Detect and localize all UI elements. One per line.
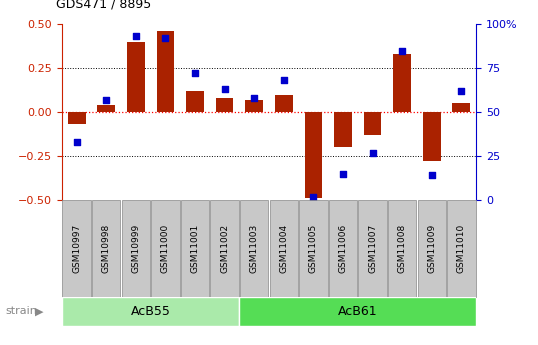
Bar [417, 200, 446, 297]
Text: strain: strain [5, 306, 37, 316]
Bar [358, 200, 387, 297]
Bar [452, 104, 470, 112]
Bar [305, 112, 322, 198]
Bar [299, 200, 328, 297]
Bar [97, 105, 115, 112]
Bar [447, 200, 476, 297]
Point [368, 150, 377, 155]
Bar [68, 112, 86, 125]
Point [102, 97, 110, 102]
Bar [122, 200, 150, 297]
Bar [127, 42, 145, 112]
Point [161, 36, 169, 41]
Bar [62, 200, 91, 297]
Point [309, 194, 317, 199]
Text: GSM10999: GSM10999 [131, 224, 140, 273]
Bar [275, 95, 293, 112]
Point [279, 78, 288, 83]
Bar [334, 112, 352, 147]
Text: GSM11005: GSM11005 [309, 224, 318, 273]
Point [250, 95, 258, 101]
Point [338, 171, 347, 177]
Bar [364, 112, 381, 135]
Text: GSM11010: GSM11010 [457, 224, 466, 273]
Bar [388, 200, 416, 297]
Bar [186, 91, 204, 112]
Text: AcB61: AcB61 [338, 305, 378, 318]
Bar [62, 297, 239, 326]
Text: ▶: ▶ [35, 306, 44, 316]
Bar [270, 200, 298, 297]
Bar [157, 31, 174, 112]
Bar [181, 200, 209, 297]
Bar [240, 200, 268, 297]
Text: GDS471 / 8895: GDS471 / 8895 [56, 0, 152, 10]
Point [220, 87, 229, 92]
Bar [216, 98, 233, 112]
Point [427, 173, 436, 178]
Bar [92, 200, 121, 297]
Text: GSM11008: GSM11008 [398, 224, 407, 273]
Bar [245, 100, 263, 112]
Bar [151, 200, 180, 297]
Bar [210, 200, 239, 297]
Point [131, 34, 140, 39]
Text: GSM11003: GSM11003 [250, 224, 259, 273]
Text: GSM11006: GSM11006 [338, 224, 348, 273]
Text: GSM11001: GSM11001 [190, 224, 200, 273]
Text: GSM11004: GSM11004 [279, 224, 288, 273]
Text: GSM11002: GSM11002 [220, 224, 229, 273]
Bar [329, 200, 357, 297]
Text: GSM11000: GSM11000 [161, 224, 170, 273]
Bar [393, 54, 411, 112]
Text: GSM10998: GSM10998 [102, 224, 111, 273]
Text: GSM11009: GSM11009 [427, 224, 436, 273]
Text: AcB55: AcB55 [131, 305, 171, 318]
Bar [423, 112, 441, 161]
Text: GSM11007: GSM11007 [368, 224, 377, 273]
Point [457, 88, 465, 94]
Point [190, 71, 199, 76]
Bar [239, 297, 476, 326]
Point [72, 139, 81, 145]
Text: GSM10997: GSM10997 [72, 224, 81, 273]
Point [398, 48, 406, 53]
